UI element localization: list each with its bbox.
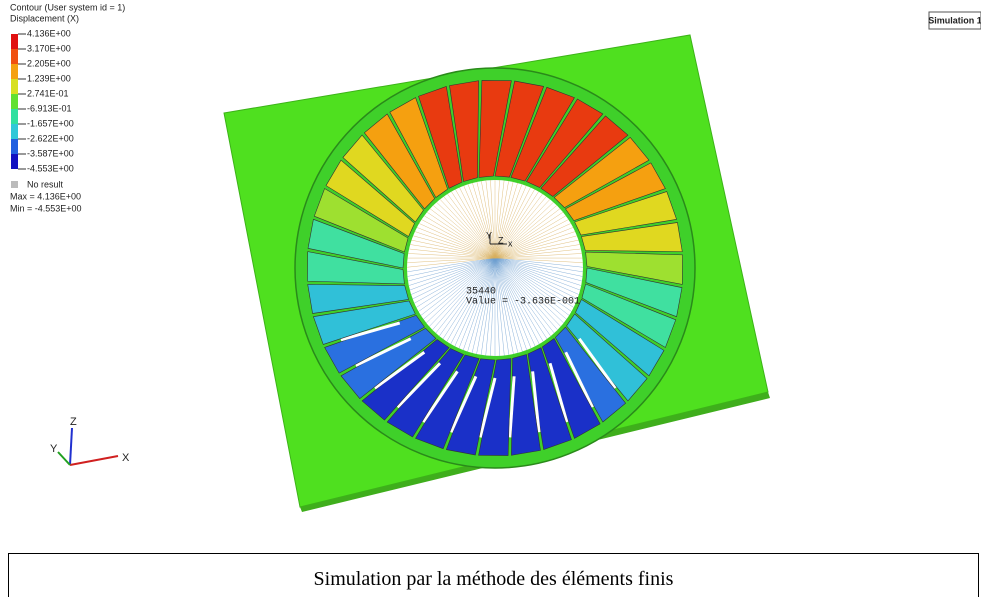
legend-swatch bbox=[11, 34, 18, 49]
legend-level: -6.913E-01 bbox=[27, 103, 72, 113]
triad-x-label: X bbox=[122, 452, 130, 464]
legend-swatch bbox=[11, 139, 18, 154]
triad-y-label: Y bbox=[50, 443, 58, 455]
center-axis-label: x bbox=[508, 238, 513, 248]
legend-level: -1.657E+00 bbox=[27, 118, 74, 128]
window-label: Simulation 1 bbox=[928, 15, 981, 25]
center-axis-label: Z bbox=[498, 235, 504, 245]
legend-level: -2.622E+00 bbox=[27, 133, 74, 143]
legend-min: Min = -4.553E+00 bbox=[10, 203, 82, 213]
triad-z-label: Z bbox=[70, 416, 77, 428]
triad-y bbox=[58, 452, 70, 465]
triad-z bbox=[70, 428, 72, 465]
legend-swatch bbox=[11, 64, 18, 79]
probe-value: Value = -3.636E-001 bbox=[466, 296, 580, 308]
legend: 4.136E+00 3.170E+00 2.205E+00 1.239E+00 2.74… bbox=[11, 28, 74, 173]
legend-title: Contour (User system id = 1) bbox=[10, 2, 125, 12]
caption: Simulation par la méthode des éléments f… bbox=[8, 553, 979, 597]
triad-x bbox=[70, 456, 118, 465]
legend-level: -3.587E+00 bbox=[27, 148, 74, 158]
legend-level: 2.205E+00 bbox=[27, 58, 71, 68]
legend-level: -4.553E+00 bbox=[27, 163, 74, 173]
legend-subtitle: Displacement (X) bbox=[10, 13, 79, 23]
no-result: No result bbox=[27, 179, 64, 189]
legend-level: 4.136E+00 bbox=[27, 28, 71, 38]
page: Y Z x 35440 Value = -3.636E-001 Contour … bbox=[0, 0, 981, 598]
legend-level: 3.170E+00 bbox=[27, 43, 71, 53]
legend-swatch bbox=[11, 49, 18, 64]
legend-level: 1.239E+00 bbox=[27, 73, 71, 83]
legend-swatch bbox=[11, 154, 18, 169]
center-axis-label: Y bbox=[486, 230, 492, 240]
legend-max: Max = 4.136E+00 bbox=[10, 191, 81, 201]
legend-swatch bbox=[11, 124, 18, 139]
legend-swatch bbox=[11, 109, 18, 124]
legend-swatch bbox=[11, 79, 18, 94]
legend-level: 2.741E-01 bbox=[27, 88, 69, 98]
viewport: Y Z x 35440 Value = -3.636E-001 Contour … bbox=[0, 0, 981, 553]
no-result-swatch bbox=[11, 181, 18, 188]
legend-swatch bbox=[11, 94, 18, 109]
